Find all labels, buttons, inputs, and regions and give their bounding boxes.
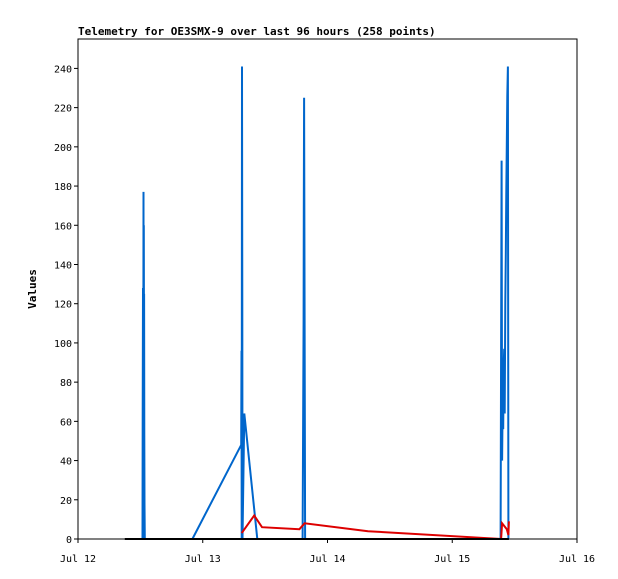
x-tick-label: Jul 15 (434, 554, 470, 565)
y-tick-label: 120 (54, 300, 72, 311)
y-axis: 0 20 40 60 80 100 120 140 160 180 200 220 240 (54, 64, 78, 546)
x-tick-label: Jul 13 (185, 554, 221, 565)
y-tick-label: 0 (66, 535, 72, 546)
y-axis-label: Values (26, 269, 39, 309)
y-tick-label: 20 (60, 496, 72, 507)
y-tick-label: 60 (60, 417, 72, 428)
y-tick-label: 220 (54, 104, 72, 115)
y-tick-label: 100 (54, 339, 72, 350)
y-tick-label: 200 (54, 143, 72, 154)
y-tick-label: 40 (60, 457, 72, 468)
x-axis: Jul 12 Jul 13 Jul 14 Jul 15 Jul 16 (60, 539, 595, 565)
y-tick-label: 240 (54, 64, 72, 75)
y-tick-label: 180 (54, 182, 72, 193)
plot-area (77, 38, 578, 540)
x-tick-label: Jul 12 (60, 554, 96, 565)
series-line-1 (240, 513, 510, 541)
y-tick-label: 140 (54, 260, 72, 271)
series-layer (124, 66, 510, 541)
y-tick-label: 160 (54, 221, 72, 232)
chart-title: Telemetry for OE3SMX-9 over last 96 hour… (78, 25, 436, 38)
x-tick-label: Jul 14 (309, 554, 345, 565)
series-line-0 (141, 66, 510, 540)
x-tick-label: Jul 16 (559, 554, 595, 565)
y-tick-label: 80 (60, 378, 72, 389)
